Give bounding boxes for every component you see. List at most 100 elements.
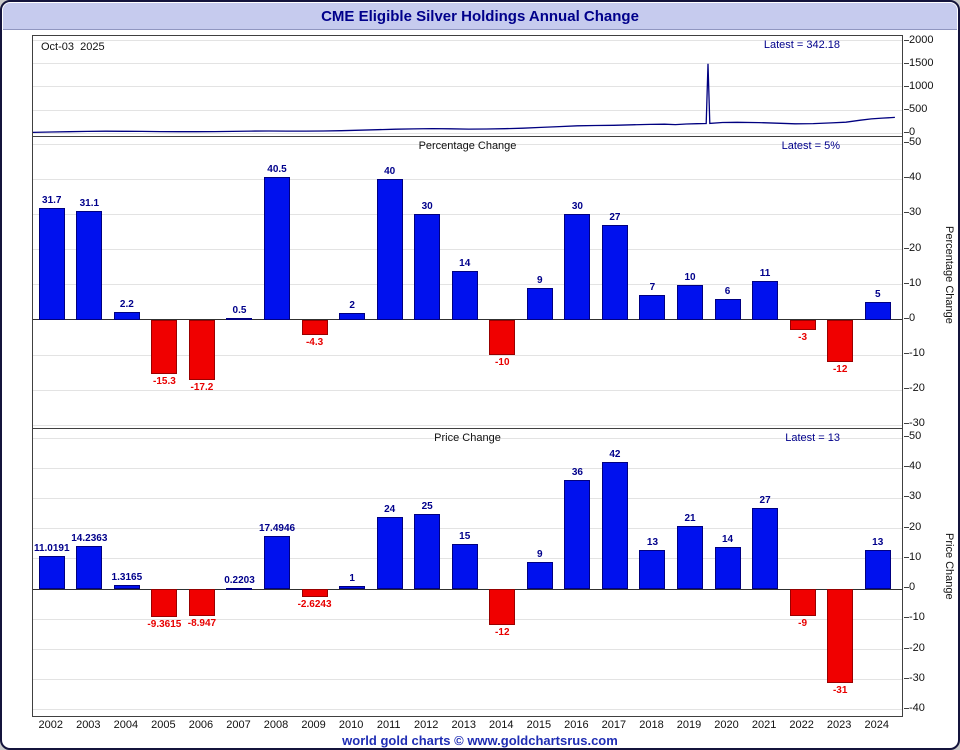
x-tick-label-2003: 2003 bbox=[76, 719, 101, 731]
panel-price-value-2021: 27 bbox=[759, 494, 771, 506]
y-tick-mark bbox=[904, 496, 909, 498]
panel-price-value-2009: -2.6243 bbox=[297, 599, 332, 611]
y-tick-label: 40 bbox=[909, 171, 922, 184]
x-tick-label-2005: 2005 bbox=[151, 719, 176, 731]
panel-price-value-2005: -9.3615 bbox=[147, 619, 182, 631]
y-tick-mark bbox=[904, 466, 909, 468]
panel-price-bar-2003 bbox=[76, 546, 103, 590]
panel-pct-bar-2015 bbox=[526, 288, 553, 320]
gridline bbox=[33, 354, 902, 356]
panel-pct-value-2008: 40.5 bbox=[267, 164, 287, 176]
panel-pct-value-2010: 2 bbox=[349, 299, 355, 311]
x-tick-label-2008: 2008 bbox=[263, 719, 289, 731]
panel-price-bar-2015 bbox=[526, 561, 553, 590]
zero-line bbox=[33, 588, 902, 590]
gridline bbox=[33, 132, 902, 134]
y-tick-mark bbox=[904, 62, 909, 64]
panel-pct-bar-2006 bbox=[188, 319, 215, 381]
panel-pct-value-2012: 30 bbox=[421, 201, 433, 213]
y-tick-mark bbox=[904, 39, 909, 41]
panel-price-bar-2012 bbox=[414, 513, 441, 590]
panel-price-value-2014: -12 bbox=[495, 627, 510, 639]
panel-pct-bar-2020 bbox=[714, 298, 741, 320]
y-tick-label: 40 bbox=[909, 460, 922, 473]
y-tick-label: 2000 bbox=[909, 33, 934, 46]
x-tick-label-2019: 2019 bbox=[676, 719, 702, 731]
x-tick-label-2010: 2010 bbox=[338, 719, 364, 731]
y-tick-label: -20 bbox=[909, 382, 925, 395]
panel-pct-bar-2021 bbox=[752, 281, 779, 320]
y-tick-mark bbox=[904, 85, 909, 87]
y-tick-mark bbox=[904, 388, 909, 390]
panel-pct-value-2022: -3 bbox=[798, 332, 808, 344]
panel-pct-value-2002: 31.7 bbox=[42, 195, 62, 207]
gridline bbox=[33, 528, 902, 530]
panel-pct-value-2005: -15.3 bbox=[152, 375, 176, 387]
gridline bbox=[33, 40, 902, 42]
panel-pct-bar-2009 bbox=[301, 319, 328, 336]
y-tick-label: 30 bbox=[909, 490, 922, 503]
panel-price-bar-2011 bbox=[376, 516, 403, 590]
panel-pct-bar-2014 bbox=[489, 319, 516, 356]
panel-price-value-2018: 13 bbox=[646, 536, 659, 548]
x-tick-label-2006: 2006 bbox=[188, 719, 214, 731]
panel-pct-bar-2011 bbox=[376, 179, 403, 320]
panel-price-value-2002: 11.0191 bbox=[33, 542, 70, 554]
panel-price-bar-2008 bbox=[264, 536, 291, 590]
panel-pct-value-2018: 7 bbox=[649, 282, 656, 294]
y-tick-label: 0 bbox=[909, 311, 916, 324]
y-tick-label: 20 bbox=[909, 520, 922, 533]
gridline bbox=[33, 178, 902, 180]
panel-pct-value-2016: 30 bbox=[571, 201, 583, 213]
panel-pct-bar-2008 bbox=[264, 177, 291, 320]
x-tick-label-2004: 2004 bbox=[113, 719, 139, 731]
panel-price-value-2006: -8.947 bbox=[187, 618, 217, 630]
panel-pct-value-2003: 31.1 bbox=[79, 197, 100, 209]
panel-pct-bar-2007 bbox=[226, 318, 253, 321]
panel-pct-bar-2017 bbox=[601, 224, 628, 320]
chart-frame: Oct-03 2025 Latest = 342.18 Percentage Ch… bbox=[32, 35, 903, 717]
y-tick-mark bbox=[904, 526, 909, 528]
gridline bbox=[33, 86, 902, 88]
y-tick-label: 0 bbox=[909, 126, 916, 139]
panel-pct-value-2024: 5 bbox=[874, 289, 881, 301]
panel-price-bar-2009 bbox=[301, 589, 328, 598]
gridline bbox=[33, 618, 902, 620]
panel-pct-value-2020: 6 bbox=[724, 285, 731, 297]
y-tick-mark bbox=[904, 353, 909, 355]
y-tick-mark bbox=[904, 556, 909, 558]
panel-pct-bar-2005 bbox=[151, 319, 178, 374]
percentage-change-panel: Percentage Change Latest = 5% 31.7 31.1 2.2 -… bbox=[33, 136, 902, 428]
chart-title: CME Eligible Silver Holdings Annual Chan… bbox=[321, 7, 639, 25]
panel-price-value-2010: 1 bbox=[349, 573, 355, 585]
panel-pct-value-2006: -17.2 bbox=[190, 382, 214, 394]
holdings-line bbox=[33, 63, 895, 134]
panel-pct-latest-value: Latest = 5% bbox=[781, 140, 840, 152]
chart-header: CME Eligible Silver Holdings Annual Chan… bbox=[3, 3, 957, 30]
panel-price-bar-2021 bbox=[752, 507, 779, 590]
panel-pct-bar-2024 bbox=[864, 302, 891, 320]
y-tick-label: -10 bbox=[909, 611, 925, 624]
gridline bbox=[33, 437, 902, 439]
y-tick-label: -40 bbox=[909, 701, 925, 714]
panel-price-latest-value: Latest = 13 bbox=[785, 432, 840, 444]
panel-price-value-2003: 14.2363 bbox=[71, 533, 108, 545]
gridline bbox=[33, 143, 902, 145]
y-tick-mark bbox=[904, 247, 909, 249]
panel-price-bar-2023 bbox=[827, 589, 854, 683]
panel-pct-value-2014: -10 bbox=[495, 357, 510, 369]
x-tick-label-2012: 2012 bbox=[413, 719, 439, 731]
panel-price-bar-2013 bbox=[451, 543, 478, 590]
panel-pct-bar-2010 bbox=[339, 312, 366, 320]
panel-pct-value-2009: -4.3 bbox=[305, 337, 324, 349]
panel-price-bar-2022 bbox=[789, 589, 816, 617]
gridline bbox=[33, 679, 902, 681]
y-tick-mark bbox=[904, 587, 909, 589]
y-tick-label: 30 bbox=[909, 206, 922, 219]
panel-price-value-2022: -9 bbox=[798, 618, 808, 630]
gridline bbox=[33, 109, 902, 111]
panel-pct-bar-2018 bbox=[639, 295, 666, 320]
gridline bbox=[33, 467, 902, 469]
y-tick-label: -30 bbox=[909, 671, 925, 684]
panel-pct-value-2017: 27 bbox=[609, 211, 621, 223]
